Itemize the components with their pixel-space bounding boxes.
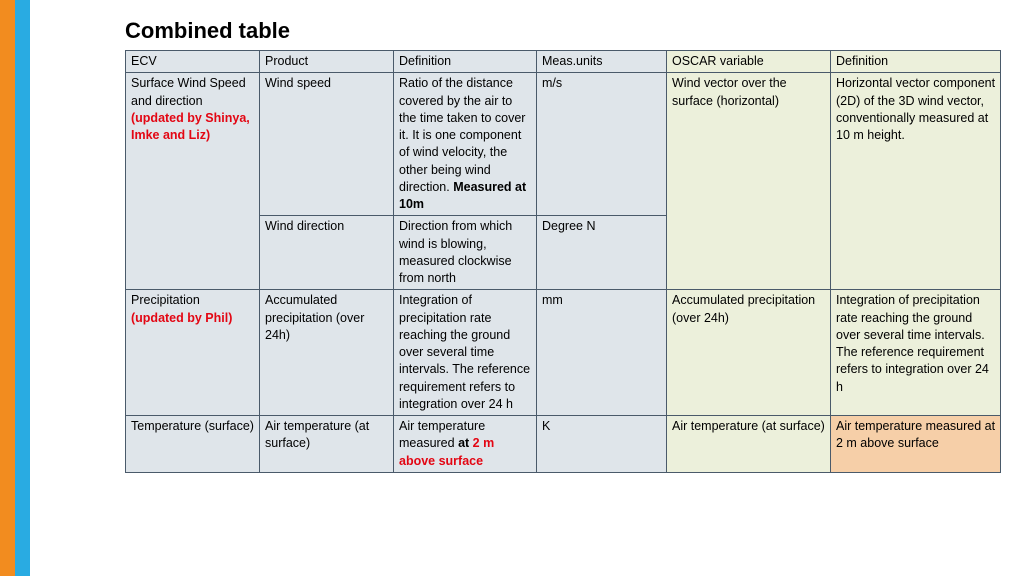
cell-oscar-temp: Air temperature (at surface): [667, 416, 831, 473]
cell-oscar-def-precip: Integration of precipitation rate reachi…: [831, 290, 1001, 416]
table-row: Surface Wind Speed and direction (update…: [126, 73, 1001, 216]
cell-product-wind-dir: Wind direction: [260, 216, 394, 290]
cell-product-precip: Accumulated precipitation (over 24h): [260, 290, 394, 416]
col-header-def-left: Definition: [394, 51, 537, 73]
col-header-ecv: ECV: [126, 51, 260, 73]
cell-ecv-precip: Precipitation (updated by Phil): [126, 290, 260, 416]
cell-def-wind-speed: Ratio of the distance covered by the air…: [394, 73, 537, 216]
ecv-wind-text: Surface Wind Speed and direction: [131, 76, 246, 107]
ecv-precip-note: (updated by Phil): [131, 311, 232, 325]
col-header-product: Product: [260, 51, 394, 73]
cell-units-precip: mm: [537, 290, 667, 416]
ecv-wind-note: (updated by Shinya, Imke and Liz): [131, 111, 250, 142]
cell-units-temp: K: [537, 416, 667, 473]
cell-product-temp: Air temperature (at surface): [260, 416, 394, 473]
def-wind-dir-2: from north: [399, 271, 456, 285]
cell-product-wind-speed: Wind speed: [260, 73, 394, 216]
col-header-def-right: Definition: [831, 51, 1001, 73]
combined-table: ECV Product Definition Meas.units OSCAR …: [125, 50, 1001, 473]
cell-ecv-wind: Surface Wind Speed and direction (update…: [126, 73, 260, 290]
def-wind-dir-1: Direction from which wind is blowing, me…: [399, 219, 512, 268]
cell-ecv-temp: Temperature (surface): [126, 416, 260, 473]
col-header-units: Meas.units: [537, 51, 667, 73]
ecv-precip-text: Precipitation: [131, 293, 200, 307]
page-title: Combined table: [125, 18, 1004, 44]
cell-def-precip: Integration of precipitation rate reachi…: [394, 290, 537, 416]
col-header-oscar: OSCAR variable: [667, 51, 831, 73]
cell-oscar-precip: Accumulated precipitation (over 24h): [667, 290, 831, 416]
table-row: Precipitation (updated by Phil) Accumula…: [126, 290, 1001, 416]
table-row: Temperature (surface) Air temperature (a…: [126, 416, 1001, 473]
cell-units-wind-speed: m/s: [537, 73, 667, 216]
cell-oscar-wind: Wind vector over the surface (horizontal…: [667, 73, 831, 290]
left-stripe-blue: [15, 0, 30, 576]
content-area: Combined table ECV Product Definition Me…: [125, 18, 1004, 473]
table-header-row: ECV Product Definition Meas.units OSCAR …: [126, 51, 1001, 73]
cell-units-wind-dir: Degree N: [537, 216, 667, 290]
cell-oscar-def-wind: Horizontal vector component (2D) of the …: [831, 73, 1001, 290]
left-stripe-orange: [0, 0, 15, 576]
cell-def-wind-dir: Direction from which wind is blowing, me…: [394, 216, 537, 290]
def-wind-speed-pre: Ratio of the distance covered by the air…: [399, 76, 525, 194]
cell-def-temp: Air temperature measured at 2 m above su…: [394, 416, 537, 473]
cell-oscar-def-temp: Air temperature measured at 2 m above su…: [831, 416, 1001, 473]
def-temp-at: at: [458, 436, 473, 450]
